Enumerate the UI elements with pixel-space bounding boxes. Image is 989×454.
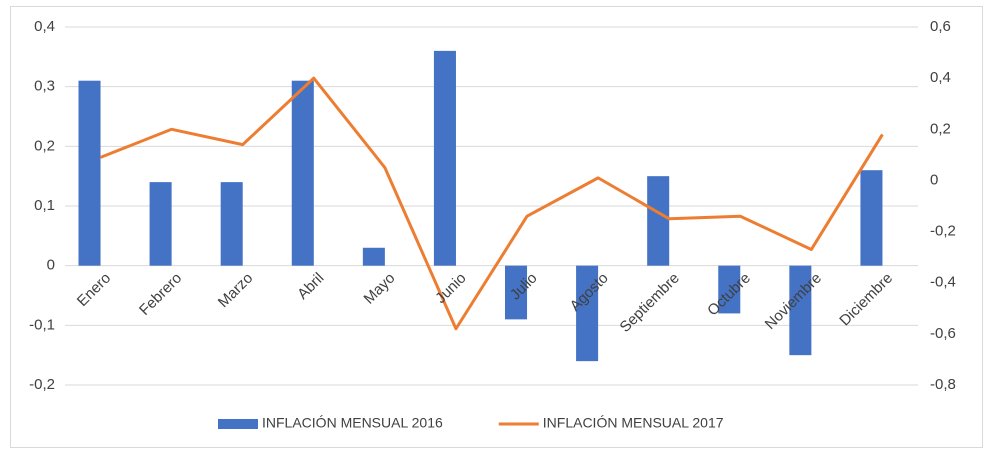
y2-tick-label: -0,8 (930, 376, 956, 393)
y2-tick-label: 0 (930, 171, 938, 188)
y2-tick-label: 0,4 (930, 69, 951, 86)
y2-tick-label: -0,6 (930, 325, 956, 342)
chart-border (10, 6, 983, 448)
bar (220, 182, 243, 266)
legend-swatch (218, 419, 258, 429)
bar (362, 247, 385, 266)
y2-tick-label: 0,6 (930, 18, 951, 35)
bar (860, 170, 883, 266)
bar (149, 182, 172, 266)
line (99, 76, 884, 331)
bar (718, 265, 741, 314)
bar (789, 265, 812, 356)
bar (78, 80, 101, 266)
y-tick-label: -0,2 (29, 376, 55, 393)
y-tick-label: 0,1 (34, 197, 55, 214)
bar (291, 80, 314, 266)
y-tick-label: 0 (47, 257, 55, 274)
y-tick-label: 0,2 (34, 137, 55, 154)
y-tick-label: -0,1 (29, 316, 55, 333)
bar (433, 50, 456, 266)
bar (576, 265, 599, 362)
y2-tick-label: 0,2 (930, 120, 951, 137)
bar (647, 176, 670, 266)
legend-label: INFLACIÓN MENSUAL 2016 (262, 415, 443, 431)
bar (505, 265, 528, 320)
y2-tick-label: -0,2 (930, 223, 956, 240)
y-tick-label: 0,4 (34, 18, 55, 35)
legend-label: INFLACIÓN MENSUAL 2017 (543, 415, 724, 431)
y2-tick-label: -0,4 (930, 274, 956, 291)
y-tick-label: 0,3 (34, 78, 55, 95)
